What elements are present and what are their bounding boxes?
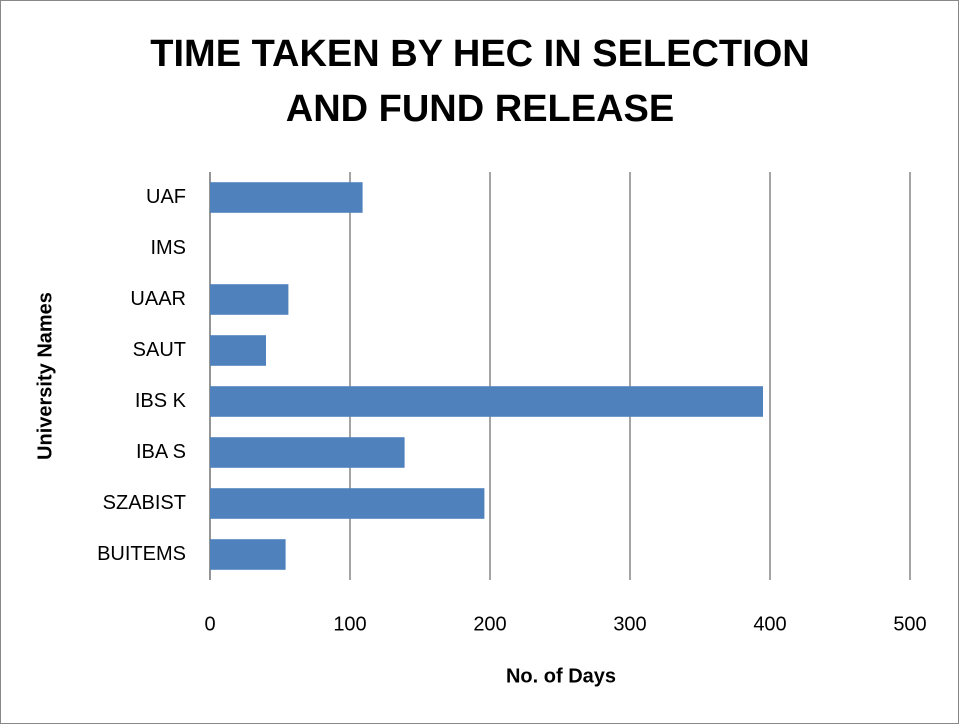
y-tick-label: SZABIST — [103, 492, 186, 514]
chart-title: TIME TAKEN BY HEC IN SELECTION — [150, 33, 809, 75]
bar — [210, 437, 405, 468]
x-tick-label: 100 — [333, 613, 366, 635]
bar — [210, 488, 485, 519]
bar — [210, 284, 289, 315]
x-tick-label: 500 — [893, 613, 926, 635]
bar — [210, 539, 286, 570]
y-tick-label: IBS K — [135, 390, 187, 412]
chart-title: AND FUND RELEASE — [286, 88, 674, 130]
y-tick-label: IMS — [150, 237, 186, 259]
x-tick-label: 0 — [204, 613, 215, 635]
x-axis-title: No. of Days — [506, 665, 616, 687]
x-tick-label: 200 — [473, 613, 506, 635]
y-tick-label: UAAR — [130, 288, 186, 310]
bar — [210, 386, 763, 417]
y-tick-label: IBA S — [136, 441, 186, 463]
x-tick-label: 300 — [613, 613, 646, 635]
x-tick-label: 400 — [753, 613, 786, 635]
y-tick-label: UAF — [146, 186, 186, 208]
y-tick-label: SAUT — [133, 339, 186, 361]
bar — [210, 182, 363, 213]
bar — [210, 335, 266, 366]
y-axis-title: University Names — [34, 292, 56, 460]
y-tick-label: BUITEMS — [97, 543, 186, 565]
